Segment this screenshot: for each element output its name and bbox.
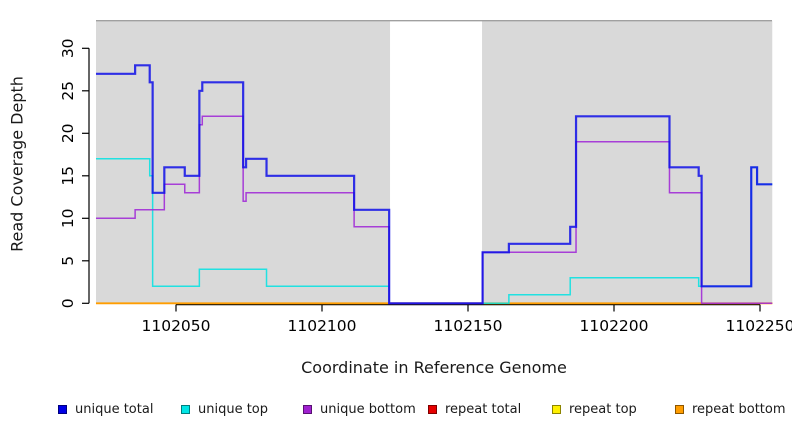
y-tick-label: 20: [59, 123, 77, 143]
series-unique-total: [95, 64, 773, 305]
y-axis-title: Read Coverage Depth: [7, 76, 27, 252]
y-tick-label: 0: [59, 298, 77, 308]
x-axis-title: Coordinate in Reference Genome: [301, 358, 567, 377]
x-tick-label: 1102250: [725, 317, 792, 335]
genome-band: [482, 20, 773, 304]
x-tick-label: 1102100: [287, 317, 356, 335]
series-unique-bottom: [95, 115, 773, 305]
y-tick-label: 5: [59, 256, 77, 266]
x-tick-label: 1102200: [579, 317, 648, 335]
x-tick-label: 1102050: [141, 317, 210, 335]
y-tick-label: 25: [59, 81, 77, 101]
x-tick-label: 1102150: [433, 317, 502, 335]
y-tick-label: 15: [59, 166, 77, 186]
y-tick-label: 10: [59, 208, 77, 228]
y-tick-label: 30: [59, 38, 77, 58]
